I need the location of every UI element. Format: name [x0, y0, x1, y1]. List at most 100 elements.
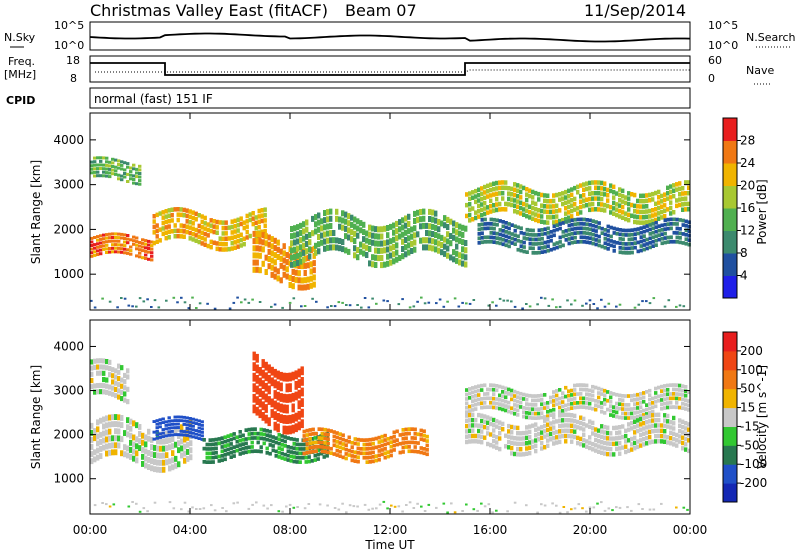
echo-cell	[651, 230, 655, 235]
nave-tick-top: 60	[708, 54, 722, 67]
echo-cell	[241, 451, 245, 455]
echo-cell	[114, 250, 118, 254]
echo-cell	[624, 242, 628, 246]
echo-cell	[681, 388, 685, 393]
echo-cell	[465, 413, 469, 418]
echo-cell	[681, 406, 685, 410]
echo-cell	[129, 173, 133, 177]
echo-cell	[380, 255, 384, 261]
echo-cell	[540, 228, 544, 232]
echo-cell	[309, 282, 313, 289]
echo-cell	[206, 222, 210, 227]
echo-cell	[552, 407, 556, 412]
echo-cell	[167, 416, 171, 420]
echo-cell	[123, 237, 127, 240]
echo-cell	[543, 406, 547, 410]
echo-cell	[483, 392, 487, 396]
echo-cell	[229, 450, 233, 455]
echo-cell	[365, 244, 369, 251]
echo-cell	[516, 247, 520, 252]
echo-cell	[329, 230, 333, 237]
echo-cell	[270, 236, 274, 243]
echo-cell	[633, 203, 637, 209]
echo-cell	[567, 223, 571, 228]
echo-cell	[167, 423, 171, 427]
echo-cell	[510, 236, 514, 241]
echo-cell	[90, 384, 94, 390]
echo-cell	[307, 455, 311, 459]
echo-cell	[176, 415, 180, 419]
echo-cell	[516, 441, 520, 446]
echo-cell	[669, 435, 673, 441]
echo-cell	[164, 235, 168, 241]
echo-cell	[513, 242, 517, 246]
echo-cell	[356, 232, 360, 239]
echo-cell	[609, 395, 613, 400]
echo-cell	[591, 441, 595, 447]
echo-cell	[648, 388, 652, 393]
echo-cell	[413, 427, 417, 432]
echo-cell	[93, 449, 97, 456]
echo-cell	[645, 220, 649, 225]
echo-cell	[546, 209, 550, 215]
echo-cell	[191, 237, 195, 242]
echo-cell	[434, 217, 438, 224]
echo-cell	[645, 403, 649, 407]
echo-cell	[273, 245, 277, 251]
echo-cell	[380, 262, 384, 269]
echo-cell	[413, 445, 417, 449]
echo-cell	[341, 446, 345, 451]
echo-cell	[528, 188, 532, 193]
echo-cell	[320, 431, 324, 436]
echo-cell	[147, 428, 151, 435]
ground-scatter-cell	[101, 502, 104, 504]
echo-cell	[516, 204, 520, 210]
echo-cell	[273, 259, 277, 266]
echo-cell	[317, 436, 321, 440]
echo-cell	[528, 445, 532, 450]
echo-cell	[425, 439, 429, 443]
echo-cell	[341, 224, 345, 231]
echo-cell	[197, 419, 201, 423]
echo-cell	[147, 250, 151, 254]
echo-cell	[305, 446, 309, 451]
echo-cell	[570, 388, 574, 393]
echo-cell	[401, 231, 405, 238]
echo-cell	[549, 421, 553, 426]
echo-cell	[603, 192, 607, 197]
echo-cell	[117, 163, 121, 166]
echo-cell	[498, 402, 502, 406]
echo-cell	[250, 436, 254, 440]
ground-scatter-cell	[618, 303, 622, 306]
echo-cell	[395, 249, 399, 256]
echo-cell	[573, 413, 577, 419]
echo-cell	[329, 237, 333, 244]
echo-cell	[317, 440, 321, 445]
echo-cell	[594, 427, 598, 432]
echo-cell	[465, 423, 469, 429]
ground-scatter-cell	[457, 305, 461, 308]
echo-cell	[236, 244, 240, 249]
echo-cell	[564, 233, 568, 238]
echo-cell	[194, 227, 198, 233]
echo-cell	[630, 192, 634, 197]
echo-cell	[615, 227, 619, 232]
echo-cell	[392, 434, 396, 439]
echo-cell	[681, 207, 685, 212]
echo-cell	[570, 434, 574, 439]
echo-cell	[144, 242, 148, 246]
echo-cell	[579, 420, 583, 426]
echo-cell	[519, 436, 523, 441]
echo-cell	[666, 401, 670, 405]
ground-scatter-cell	[337, 508, 341, 511]
echo-cell	[214, 455, 218, 459]
echo-cell	[416, 209, 420, 216]
echo-cell	[259, 449, 263, 454]
echo-cell	[183, 450, 187, 457]
echo-cell	[335, 448, 339, 453]
echo-cell	[398, 219, 402, 226]
echo-cell	[663, 401, 667, 406]
echo-cell	[282, 271, 286, 278]
echo-cell	[317, 226, 321, 233]
echo-cell	[672, 426, 676, 431]
